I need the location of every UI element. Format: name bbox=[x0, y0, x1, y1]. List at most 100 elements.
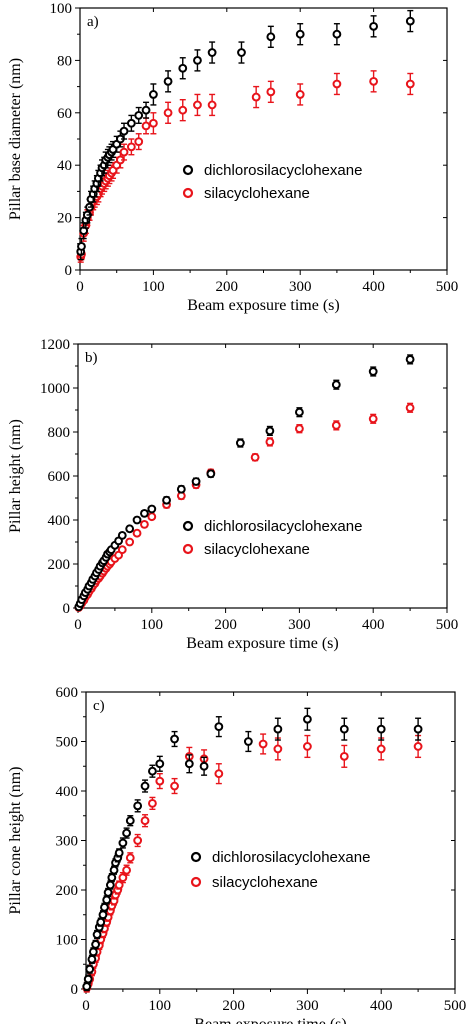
y-tick-label: 0 bbox=[71, 982, 79, 998]
plot-frame bbox=[79, 7, 448, 271]
data-point bbox=[117, 531, 127, 540]
data-point bbox=[133, 836, 143, 845]
x-tick-label: 300 bbox=[289, 279, 312, 295]
y-tick-label: 400 bbox=[48, 513, 71, 529]
legend-label: dichlorosilacyclohexane bbox=[204, 162, 362, 179]
data-point bbox=[170, 781, 179, 791]
y-tick-label: 40 bbox=[57, 158, 72, 174]
y-tick-label: 80 bbox=[57, 53, 72, 69]
y-axis-title: Pillar cone height (nm) bbox=[7, 767, 24, 915]
panel-b: 0 100 200 300 400 500 0 200 400 600 800 1000 1200 Bea… bbox=[7, 337, 458, 652]
series-0 bbox=[82, 707, 423, 992]
data-point bbox=[191, 477, 201, 486]
data-point bbox=[96, 917, 106, 927]
data-point bbox=[102, 895, 112, 905]
x-tick-label: 200 bbox=[216, 279, 239, 295]
data-point bbox=[207, 48, 217, 57]
data-point bbox=[237, 48, 246, 57]
data-point bbox=[303, 714, 312, 724]
x-axis-title: Beam exposure time (s) bbox=[186, 635, 338, 652]
legend-label: dichlorosilacyclohexane bbox=[212, 849, 370, 866]
x-tick-label: 400 bbox=[362, 279, 385, 295]
data-point bbox=[117, 545, 127, 555]
data-point bbox=[119, 126, 129, 136]
x-tick-label: 300 bbox=[296, 998, 319, 1014]
series-0 bbox=[76, 9, 415, 261]
data-point bbox=[331, 421, 341, 430]
data-point bbox=[273, 744, 283, 754]
data-point bbox=[125, 853, 135, 863]
x-tick-label: 200 bbox=[214, 617, 237, 633]
panel-label: a) bbox=[87, 14, 99, 30]
data-point bbox=[83, 974, 93, 984]
y-tick-label: 0 bbox=[65, 263, 73, 279]
data-point bbox=[100, 902, 109, 912]
x-tick-label: 400 bbox=[362, 617, 385, 633]
data-point bbox=[332, 29, 342, 39]
x-tick-label: 100 bbox=[142, 279, 165, 295]
legend-marker bbox=[182, 520, 194, 532]
data-point bbox=[206, 469, 216, 479]
data-point bbox=[141, 105, 151, 115]
data-point bbox=[82, 982, 92, 991]
x-tick-label: 0 bbox=[76, 279, 84, 295]
legend-label: silacyclohexane bbox=[204, 541, 310, 558]
data-point bbox=[140, 816, 150, 826]
legend-label: dichlorosilacyclohexane bbox=[204, 518, 362, 535]
data-point bbox=[119, 147, 129, 157]
y-axis-title: Pillar base diameter (nm) bbox=[7, 58, 24, 220]
data-point bbox=[178, 105, 188, 115]
y-tick-label: 800 bbox=[48, 425, 71, 441]
data-point bbox=[141, 121, 151, 131]
y-tick-label: 20 bbox=[57, 211, 72, 227]
data-point bbox=[214, 769, 224, 779]
x-tick-label: 0 bbox=[82, 998, 90, 1014]
data-point bbox=[126, 142, 136, 152]
data-point bbox=[125, 816, 135, 826]
x-tick-label: 500 bbox=[436, 279, 459, 295]
data-point bbox=[235, 438, 245, 448]
y-tick-label: 300 bbox=[56, 834, 79, 850]
data-point bbox=[125, 524, 135, 534]
data-point bbox=[405, 16, 415, 26]
y-tick-label: 60 bbox=[57, 106, 72, 122]
data-point bbox=[92, 930, 102, 939]
legend: dichlorosilacyclohexane silacyclohexane bbox=[182, 162, 362, 202]
data-point bbox=[258, 739, 268, 749]
legend-marker bbox=[182, 187, 194, 199]
data-point bbox=[368, 367, 378, 376]
data-point bbox=[339, 724, 349, 734]
panel-a: 0 100 200 300 400 500 0 20 40 60 80 100 Beam exposur… bbox=[7, 1, 458, 314]
data-point bbox=[140, 520, 149, 529]
data-point bbox=[178, 63, 188, 73]
data-point bbox=[376, 744, 386, 754]
data-point bbox=[114, 848, 124, 858]
y-tick-label: 1000 bbox=[40, 381, 70, 397]
data-point bbox=[98, 910, 108, 920]
y-tick-label: 500 bbox=[56, 735, 79, 751]
x-tick-label: 200 bbox=[222, 998, 245, 1014]
y-tick-label: 0 bbox=[63, 601, 71, 617]
data-point bbox=[155, 776, 165, 786]
data-point bbox=[79, 226, 89, 236]
data-point bbox=[368, 414, 378, 424]
data-point bbox=[140, 781, 150, 791]
data-point bbox=[148, 766, 157, 776]
legend-label: silacyclohexane bbox=[212, 874, 318, 891]
y-tick-label: 200 bbox=[56, 883, 79, 899]
data-point bbox=[140, 509, 149, 518]
data-point bbox=[176, 484, 186, 494]
y-tick-label: 100 bbox=[50, 1, 73, 17]
y-axis-title: Pillar height (nm) bbox=[7, 419, 24, 533]
data-point bbox=[122, 865, 131, 875]
data-point bbox=[107, 873, 117, 883]
legend-marker bbox=[182, 543, 194, 555]
data-point bbox=[295, 407, 304, 417]
data-point bbox=[85, 964, 95, 974]
plot-frame bbox=[77, 343, 448, 609]
data-point bbox=[122, 828, 131, 838]
data-point bbox=[109, 865, 119, 875]
data-point bbox=[265, 437, 275, 447]
data-point bbox=[125, 537, 135, 547]
